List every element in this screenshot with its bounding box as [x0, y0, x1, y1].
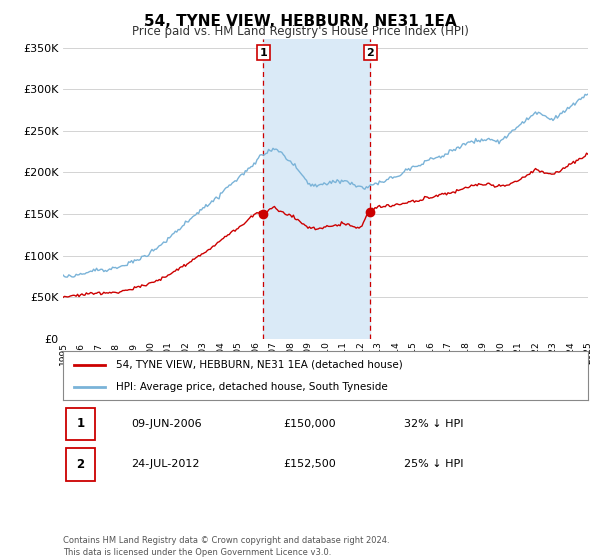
Text: 09-JUN-2006: 09-JUN-2006	[131, 419, 202, 429]
Text: Contains HM Land Registry data © Crown copyright and database right 2024.
This d: Contains HM Land Registry data © Crown c…	[63, 536, 389, 557]
Text: HPI: Average price, detached house, South Tyneside: HPI: Average price, detached house, Sout…	[115, 381, 387, 391]
Text: 1: 1	[259, 48, 267, 58]
Text: 25% ↓ HPI: 25% ↓ HPI	[404, 459, 464, 469]
FancyBboxPatch shape	[65, 448, 95, 480]
Text: 2: 2	[76, 458, 85, 471]
Text: 54, TYNE VIEW, HEBBURN, NE31 1EA (detached house): 54, TYNE VIEW, HEBBURN, NE31 1EA (detach…	[115, 360, 402, 370]
Text: 1: 1	[76, 417, 85, 431]
FancyBboxPatch shape	[65, 408, 95, 440]
Text: 2: 2	[367, 48, 374, 58]
Text: £152,500: £152,500	[284, 459, 336, 469]
Text: 32% ↓ HPI: 32% ↓ HPI	[404, 419, 464, 429]
Text: Price paid vs. HM Land Registry's House Price Index (HPI): Price paid vs. HM Land Registry's House …	[131, 25, 469, 38]
Bar	[263, 39, 370, 339]
Text: 54, TYNE VIEW, HEBBURN, NE31 1EA: 54, TYNE VIEW, HEBBURN, NE31 1EA	[143, 14, 457, 29]
Text: 24-JUL-2012: 24-JUL-2012	[131, 459, 200, 469]
Text: £150,000: £150,000	[284, 419, 336, 429]
